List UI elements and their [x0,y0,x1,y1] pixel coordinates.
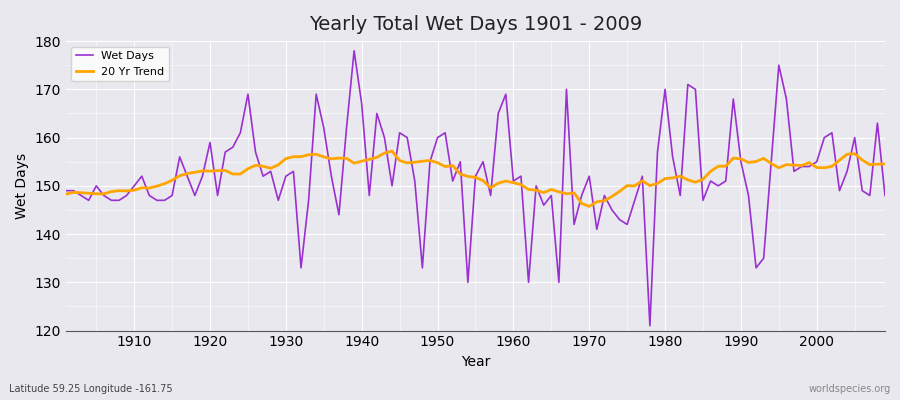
Wet Days [60,188,71,193]
20 Yr Trend [122,188,132,193]
Wet Days [516,174,526,178]
20 Yr Trend [387,149,398,154]
Title: Yearly Total Wet Days 1901 - 2009: Yearly Total Wet Days 1901 - 2009 [309,15,642,34]
X-axis label: Year: Year [461,355,491,369]
Wet Days [348,48,359,53]
Y-axis label: Wet Days: Wet Days [15,153,29,219]
20 Yr Trend [288,154,299,159]
Wet Days [508,179,518,184]
20 Yr Trend [614,189,625,194]
Wet Days [879,193,890,198]
20 Yr Trend [60,192,71,196]
Line: 20 Yr Trend: 20 Yr Trend [66,151,885,206]
Line: Wet Days: Wet Days [66,51,885,326]
Wet Days [288,169,299,174]
Text: Latitude 59.25 Longitude -161.75: Latitude 59.25 Longitude -161.75 [9,384,173,394]
20 Yr Trend [334,156,345,160]
20 Yr Trend [516,182,526,187]
20 Yr Trend [584,204,595,209]
20 Yr Trend [508,180,518,185]
Wet Days [334,212,345,217]
Legend: Wet Days, 20 Yr Trend: Wet Days, 20 Yr Trend [71,47,169,81]
Wet Days [644,323,655,328]
Wet Days [607,208,617,212]
20 Yr Trend [879,162,890,166]
Text: worldspecies.org: worldspecies.org [809,384,891,394]
Wet Days [122,193,132,198]
